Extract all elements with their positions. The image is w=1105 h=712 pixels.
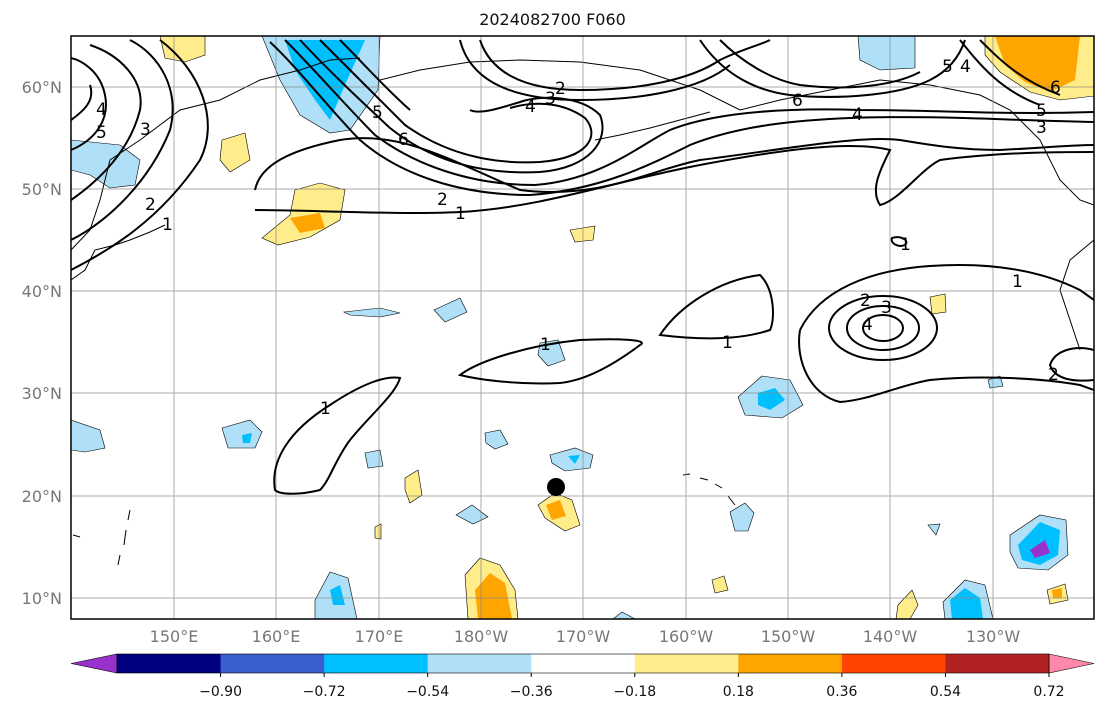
contour-label: 6 — [792, 91, 803, 111]
colorbar-segment — [117, 654, 222, 673]
lon-tick: 140°W — [863, 627, 918, 646]
colorbar-tick-label: 0.18 — [723, 684, 754, 700]
lon-tick-labels: 150°E 160°E 170°E 180°W 170°W 160°W 150°… — [150, 627, 1021, 646]
contour-label: 1 — [722, 333, 733, 353]
colorbar-segment — [324, 654, 429, 673]
contour-label: 1 — [900, 235, 911, 255]
contour-label: 1 — [540, 335, 551, 355]
colorbar-segment — [220, 654, 325, 673]
contour-label: 2 — [555, 79, 566, 99]
colorbar-tick-label: −0.18 — [613, 684, 656, 700]
lat-tick: 10°N — [22, 589, 62, 608]
colorbar-tick-label: 0.54 — [930, 684, 961, 700]
colorbar-outline — [116, 653, 1050, 674]
contour-label: 1 — [320, 399, 331, 419]
lon-tick: 160°E — [252, 627, 301, 646]
contour-label: 2 — [437, 190, 448, 210]
colorbar — [70, 653, 1095, 674]
lon-tick: 180°W — [454, 627, 509, 646]
lat-tick: 30°N — [22, 384, 62, 403]
colorbar-segment — [634, 654, 739, 673]
contour-label: 4 — [852, 105, 863, 125]
colorbar-tick-label: 0.72 — [1033, 684, 1064, 700]
lon-tick: 150°W — [761, 627, 816, 646]
colorbar-extend-low — [70, 653, 118, 674]
contour-label: 2 — [1048, 365, 1059, 385]
lon-tick: 160°W — [659, 627, 714, 646]
contour-label: 1 — [1012, 272, 1023, 292]
location-marker — [547, 478, 565, 496]
colorbar-tick-labels: −0.90 −0.72 −0.54 −0.36 −0.18 0.18 0.36 0.54 0.7… — [199, 673, 1065, 700]
contour-labels: 1 2 3 4 2 5 6 6 4 5 3 6 5 4 4 3 2 1 5 1 … — [96, 57, 1061, 419]
contour-label: 3 — [545, 89, 556, 109]
colorbar-tick-label: −0.36 — [510, 684, 553, 700]
lat-tick: 50°N — [22, 180, 62, 199]
colorbar-segment — [945, 654, 1050, 673]
contour-label: 5 — [942, 57, 953, 77]
colorbar-segment — [738, 654, 843, 673]
contour-lines — [71, 39, 1094, 495]
colorbar-segment — [427, 654, 532, 673]
colorbar-tick-label: −0.90 — [199, 684, 242, 700]
map-border — [70, 35, 1095, 620]
colorbar-tick-label: −0.72 — [303, 684, 346, 700]
lat-tick: 20°N — [22, 487, 62, 506]
lon-tick: 150°E — [150, 627, 199, 646]
lon-tick: 170°E — [355, 627, 404, 646]
colorbar-tick-label: −0.54 — [406, 684, 449, 700]
lon-tick: 170°W — [556, 627, 611, 646]
lat-tick: 40°N — [22, 282, 62, 301]
contour-label: 6 — [398, 130, 409, 150]
contour-label: 3 — [140, 120, 151, 140]
lon-tick: 130°W — [966, 627, 1021, 646]
contour-label: 3 — [1036, 118, 1047, 138]
colorbar-segment — [531, 654, 636, 673]
lat-tick-labels: 60°N 50°N 40°N 30°N 20°N 10°N — [22, 78, 62, 608]
contour-label: 2 — [860, 291, 871, 311]
contour-label: 4 — [960, 57, 971, 77]
contour-label: 5 — [1036, 101, 1047, 121]
contour-label: 3 — [881, 298, 892, 318]
contour-label: 4 — [862, 315, 873, 335]
colorbar-extend-high — [1048, 653, 1095, 674]
contour-label: 6 — [1050, 78, 1061, 98]
contour-label: 2 — [145, 195, 156, 215]
contour-label: 5 — [372, 103, 383, 123]
contour-label: 1 — [162, 215, 173, 235]
contour-label: 5 — [96, 123, 107, 143]
shaded-anomalies — [71, 36, 1094, 619]
lat-tick: 60°N — [22, 78, 62, 97]
contour-label: 4 — [96, 100, 107, 120]
contour-label: 4 — [525, 97, 536, 117]
map-title: 2024082700 F060 — [479, 10, 626, 29]
colorbar-segment — [841, 654, 946, 673]
contour-label: 1 — [455, 204, 466, 224]
gridlines — [71, 36, 1094, 619]
colorbar-tick-label: 0.36 — [826, 684, 857, 700]
